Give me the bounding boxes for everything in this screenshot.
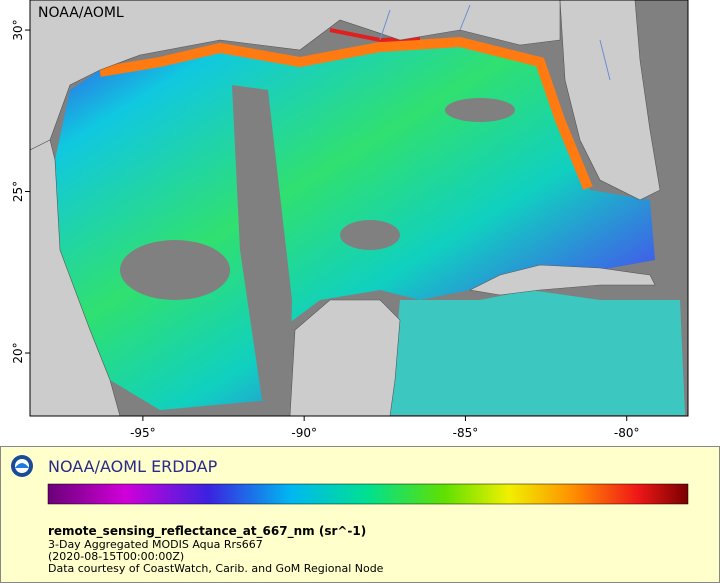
colorbar [47,483,689,505]
variable: remote_sensing_reflectance_at_667_nm (sr… [48,524,366,539]
land [29,0,561,151]
land [289,299,401,417]
credit: Data courtesy of CoastWatch, Carib. and … [48,562,384,575]
description: 3-Day Aggregated MODIS Aqua Rrs667 [48,538,263,551]
map: NOAA/AOML [29,0,689,417]
y-tick-label: 20° [11,342,25,363]
y-tick-label: 30° [11,19,25,40]
no-data [340,220,400,250]
legend: NOAA/AOML ERDDAP remote_sensing_reflecta… [0,446,720,583]
logo [15,463,29,468]
x-tick-label: -90° [291,426,317,440]
attribution: NOAA/AOML [38,5,124,21]
land [469,264,656,296]
no-data-band [232,85,292,400]
x-tick-label: -95° [130,426,156,440]
legend-box [0,446,720,583]
x-tick-label: -85° [453,426,479,440]
map-frame [29,0,689,417]
no-data [120,240,230,300]
land [559,0,661,201]
time: (2020-08-15T00:00:00Z) [48,550,184,563]
y-tick-label: 25° [11,181,25,202]
x-tick-label: -80° [614,426,640,440]
river [379,4,611,81]
coastal-high [99,36,593,190]
brand: NOAA/AOML ERDDAP [48,457,218,476]
no-data [445,98,515,122]
caribbean-data [390,290,685,415]
